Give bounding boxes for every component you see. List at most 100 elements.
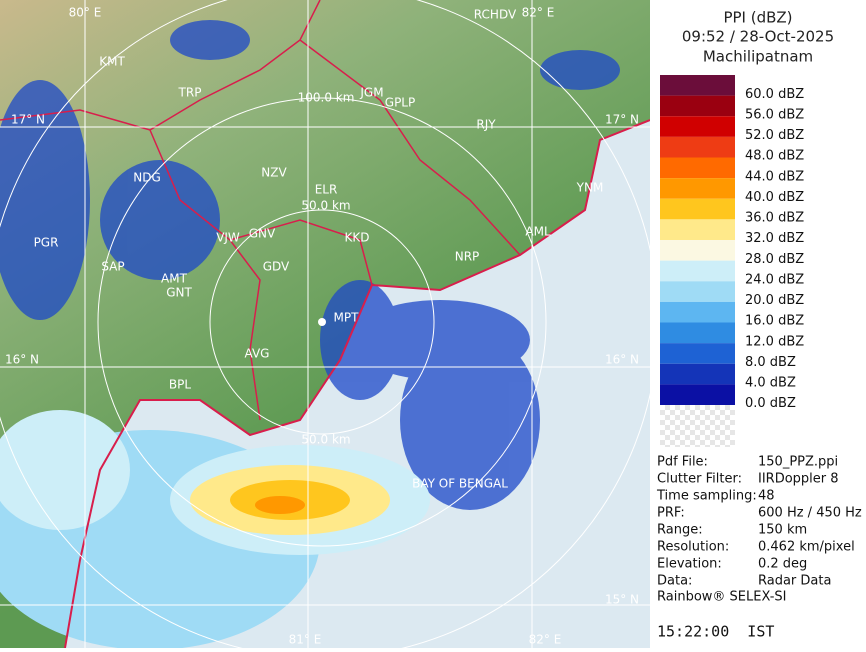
radar-site bbox=[318, 318, 326, 326]
legend-swatch bbox=[660, 301, 735, 323]
range-label: 50.0 km bbox=[301, 433, 350, 447]
info-label: Time sampling: bbox=[656, 489, 757, 504]
place-label: GNV bbox=[249, 227, 276, 241]
place-label: GDV bbox=[263, 260, 290, 274]
grid-label: 16° N bbox=[605, 353, 639, 367]
info-value: 600 Hz / 450 Hz bbox=[758, 506, 862, 521]
legend-label: 12.0 dBZ bbox=[745, 334, 804, 349]
place-label: TRP bbox=[178, 86, 202, 100]
legend-swatch bbox=[660, 198, 735, 220]
info-value: 48 bbox=[758, 489, 775, 504]
legend-label: 0.0 dBZ bbox=[745, 396, 796, 411]
header: PPI (dBZ) 09:52 / 28-Oct-2025 Machilipat… bbox=[682, 9, 834, 66]
legend-swatch bbox=[660, 260, 735, 282]
rain-moderate bbox=[0, 410, 430, 648]
legend-label: 4.0 dBZ bbox=[745, 376, 796, 391]
info-label: Elevation: bbox=[657, 557, 722, 572]
legend-label: 36.0 dBZ bbox=[745, 211, 804, 226]
legend-label: 8.0 dBZ bbox=[745, 355, 796, 370]
info-value: 150_PPZ.ppi bbox=[758, 455, 838, 470]
grid-label: 17° N bbox=[11, 113, 45, 127]
legend-swatch bbox=[660, 95, 735, 117]
vendor: Rainbow® SELEX-SI bbox=[657, 590, 787, 605]
place-label: GNT bbox=[166, 286, 192, 300]
grid-label: 82° E bbox=[529, 633, 562, 647]
legend-label: 24.0 dBZ bbox=[745, 272, 804, 287]
info-label: Clutter Filter: bbox=[657, 472, 742, 487]
legend-label: 20.0 dBZ bbox=[745, 293, 804, 308]
info-label: PRF: bbox=[657, 506, 685, 521]
place-label: NDG bbox=[133, 171, 161, 185]
legend-label: 28.0 dBZ bbox=[745, 252, 804, 267]
place-label: SAP bbox=[101, 260, 124, 274]
place-label: AML bbox=[525, 225, 551, 239]
map bbox=[0, 0, 650, 648]
place-label: RJY bbox=[476, 118, 496, 132]
grid-label: 17° N bbox=[605, 113, 639, 127]
place-label: GPLP bbox=[385, 96, 415, 110]
info-value: 0.2 deg bbox=[758, 557, 807, 572]
legend-swatch bbox=[660, 343, 735, 364]
legend-swatch bbox=[660, 157, 735, 179]
range-label: 50.0 km bbox=[301, 199, 350, 213]
legend-label: 60.0 dBZ bbox=[745, 87, 804, 102]
place-label: MPT bbox=[334, 311, 360, 325]
place-label: ELR bbox=[315, 183, 338, 197]
place-label: KMT bbox=[99, 55, 125, 69]
grid-label: 80° E bbox=[69, 6, 102, 20]
legend-swatch bbox=[660, 75, 735, 96]
sea-label: BAY OF BENGAL bbox=[412, 477, 508, 491]
range-rings bbox=[0, 0, 650, 648]
product: PPI (dBZ) bbox=[723, 9, 792, 27]
legend-swatch bbox=[660, 363, 735, 385]
info-value: 0.462 km/pixel bbox=[758, 540, 855, 555]
place-label: AMT bbox=[161, 272, 188, 286]
place-label: PGR bbox=[34, 236, 59, 250]
legend-label: 32.0 dBZ bbox=[745, 231, 804, 246]
legend-label: 44.0 dBZ bbox=[745, 169, 804, 184]
legend-swatch bbox=[660, 178, 735, 199]
legend-label: 16.0 dBZ bbox=[745, 314, 804, 329]
legend-swatch bbox=[660, 322, 735, 344]
place-label: NRP bbox=[455, 250, 480, 264]
info-label: Resolution: bbox=[657, 540, 729, 555]
place-label: KKD bbox=[345, 231, 370, 245]
grid-label: 16° N bbox=[5, 353, 39, 367]
legend-swatch bbox=[660, 240, 735, 261]
info-label: Range: bbox=[657, 523, 703, 538]
time: 15:22:00 IST bbox=[657, 623, 774, 641]
legend-label: 48.0 dBZ bbox=[745, 149, 804, 164]
grid-label: 82° E bbox=[522, 6, 555, 20]
place-label: VJW bbox=[216, 231, 240, 245]
info-label: Pdf File: bbox=[657, 455, 708, 470]
info-value: Radar Data bbox=[758, 574, 831, 589]
legend-label: 40.0 dBZ bbox=[745, 190, 804, 205]
info-label: Data: bbox=[657, 574, 692, 589]
legend-swatch bbox=[660, 281, 735, 302]
nodata-swatch bbox=[660, 405, 735, 447]
info-value: 150 km bbox=[758, 523, 807, 538]
place-label: AVG bbox=[245, 347, 270, 361]
place-label: RCHDV bbox=[474, 8, 517, 22]
place-label: JGM bbox=[359, 86, 383, 100]
grid-label: 81° E bbox=[289, 633, 322, 647]
legend-swatch bbox=[660, 136, 735, 158]
coastline bbox=[64, 119, 650, 648]
legend-swatch bbox=[660, 116, 735, 137]
place-label: YNM bbox=[576, 181, 604, 195]
legend-label: 52.0 dBZ bbox=[745, 128, 804, 143]
datetime: 09:52 / 28-Oct-2025 bbox=[682, 28, 834, 46]
rain-light bbox=[0, 20, 620, 510]
legend-swatch bbox=[660, 384, 735, 405]
station: Machilipatnam bbox=[703, 48, 813, 66]
legend-label: 56.0 dBZ bbox=[745, 107, 804, 122]
place-label: NZV bbox=[261, 166, 287, 180]
info-value: IIRDoppler 8 bbox=[758, 472, 839, 487]
place-label: BPL bbox=[169, 378, 191, 392]
range-label: 100.0 km bbox=[298, 91, 355, 105]
legend-swatch bbox=[660, 219, 735, 240]
district-borders bbox=[0, 0, 521, 421]
grid-label: 15° N bbox=[605, 593, 639, 607]
